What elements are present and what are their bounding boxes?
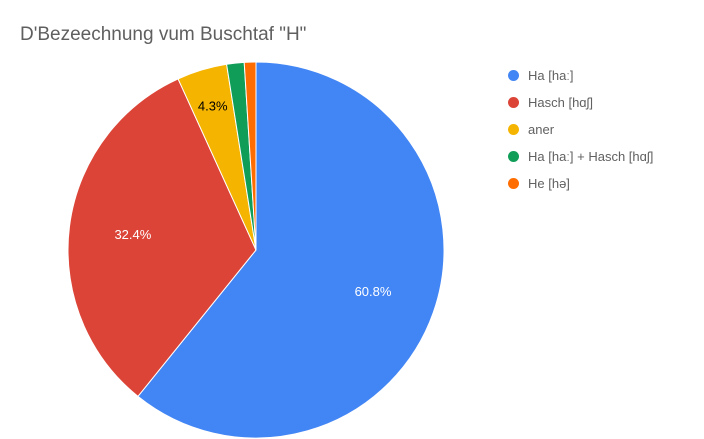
chart-title: D'Bezeechnung vum Buschtaf "H" [20, 24, 307, 45]
legend-label: aner [528, 121, 555, 137]
legend-swatch-icon [508, 150, 519, 162]
legend-item-1: Hasch [hɑʃ] [508, 94, 653, 110]
legend-label: Ha [haː] [528, 67, 574, 83]
legend-swatch-icon [508, 177, 519, 189]
chart-legend: Ha [haː] Hasch [hɑʃ] aner Ha [haː] + Hasch … [508, 68, 653, 203]
pie-slice-1 [67, 78, 257, 398]
legend-label: Ha [haː] + Hasch [hɑʃ] [528, 148, 654, 164]
legend-item-2: aner [508, 121, 653, 137]
pie-slice-4 [243, 61, 257, 251]
pie-slice-label-2: 4.3% [198, 99, 228, 114]
legend-item-3: Ha [haː] + Hasch [hɑʃ] [508, 148, 654, 164]
pie-slice-0 [137, 61, 445, 439]
legend-label: Hasch [hɑʃ] [528, 94, 594, 110]
pie-slice-label-0: 60.8% [355, 284, 392, 299]
legend-item-4: He [hə] [508, 175, 653, 191]
legend-swatch-icon [508, 123, 519, 135]
legend-label: He [hə] [528, 175, 570, 191]
pie-slice-label-1: 32.4% [114, 227, 151, 242]
legend-swatch-icon [508, 69, 519, 81]
legend-swatch-icon [508, 96, 519, 108]
legend-item-0: Ha [haː] [508, 67, 653, 83]
